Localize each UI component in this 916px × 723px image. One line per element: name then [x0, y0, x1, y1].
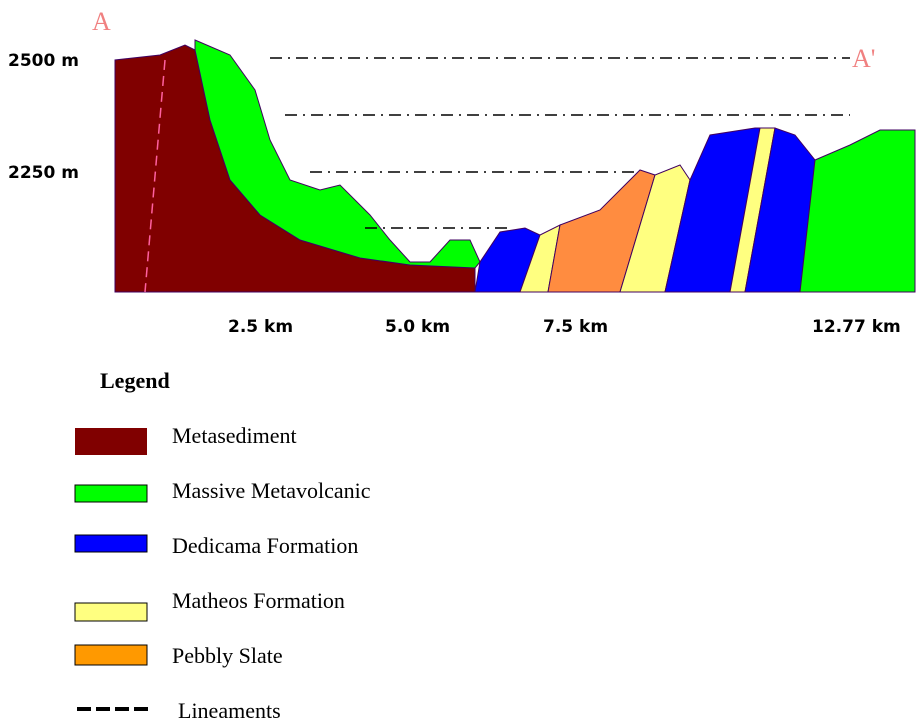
distance-label: 2.5 km [228, 317, 293, 337]
metasediment-unit [115, 45, 475, 292]
legend-label: Metasediment [172, 423, 297, 448]
legend-label: Dedicama Formation [172, 533, 358, 558]
legend-label: Pebbly Slate [172, 643, 283, 668]
cross-section: A A' 2500 m 2250 m 2.5 km 5.0 km 7.5 km … [0, 0, 916, 723]
legend-swatch [75, 428, 147, 455]
legend-swatch [75, 645, 147, 665]
start-point: A [92, 7, 111, 36]
profile [115, 40, 915, 292]
legend-title: Legend [100, 368, 170, 393]
elevation-label: 2250 m [8, 163, 79, 183]
legend-swatch [75, 603, 147, 621]
end-point: A' [852, 44, 875, 73]
legend-swatch [75, 535, 147, 552]
distance-label: 12.77 km [812, 317, 901, 337]
legend-label: Massive Metavolcanic [172, 478, 371, 503]
distance-label: 7.5 km [543, 317, 608, 337]
legend-label: Matheos Formation [172, 588, 345, 613]
legend-swatch [75, 485, 147, 502]
legend-label: Lineaments [178, 698, 281, 723]
elevation-label: 2500 m [8, 51, 79, 71]
metavolcanic-unit [800, 130, 915, 292]
distance-label: 5.0 km [385, 317, 450, 337]
